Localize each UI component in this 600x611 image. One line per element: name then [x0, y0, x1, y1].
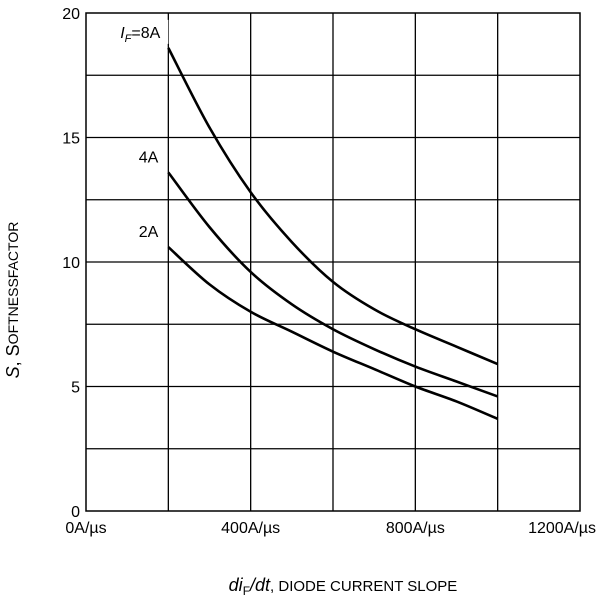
- x-tick-label: 800A/µs: [386, 520, 445, 537]
- y-tick-label: 0: [71, 504, 80, 521]
- tick-labels: 0 5 10 15 20 0A/µs 400A/µs 800A/µs 1200A/µs: [62, 6, 596, 537]
- x-axis-label-sub: F: [243, 584, 250, 598]
- x-tick-label: 0A/µs: [65, 520, 106, 537]
- x-axis-label-desc: , DIODE CURRENT SLOPE: [270, 578, 457, 595]
- series-label-bg: [130, 144, 165, 167]
- y-tick-label: 20: [62, 6, 80, 23]
- series-line-2A: [167, 246, 499, 421]
- x-axis-label-tail: /dt: [248, 575, 271, 595]
- series-label-4A: 4A: [139, 149, 159, 166]
- x-axis-label-main: di: [229, 575, 244, 595]
- y-axis-label-desc-first: , S: [3, 344, 23, 366]
- series-label-bg: [130, 219, 165, 242]
- series-label-8A: IF=8A: [120, 25, 160, 45]
- y-tick-label: 10: [62, 255, 80, 272]
- y-tick-label: 15: [62, 131, 80, 148]
- x-axis-label: diF/dt, DIODE CURRENT SLOPE: [229, 575, 458, 598]
- y-axis-label-main: S: [3, 366, 23, 378]
- y-tick-label: 5: [71, 380, 80, 397]
- series-labels: IF=8A 4A 2A: [106, 19, 169, 242]
- x-tick-label: 1200A/µs: [528, 520, 596, 537]
- grid: [86, 13, 580, 511]
- series-label-2A: 2A: [139, 224, 159, 241]
- x-tick-label: 400A/µs: [221, 520, 280, 537]
- series-line-8A: [167, 47, 499, 366]
- y-axis-label: S, SOFTNESSFACTOR: [3, 222, 23, 379]
- series-curves: [167, 47, 499, 421]
- plot-frame: [85, 12, 581, 512]
- series-label-bg: [106, 19, 169, 44]
- series-line-4A: [167, 171, 499, 398]
- y-axis-label-desc-rest: OFTNESSFACTOR: [5, 222, 21, 345]
